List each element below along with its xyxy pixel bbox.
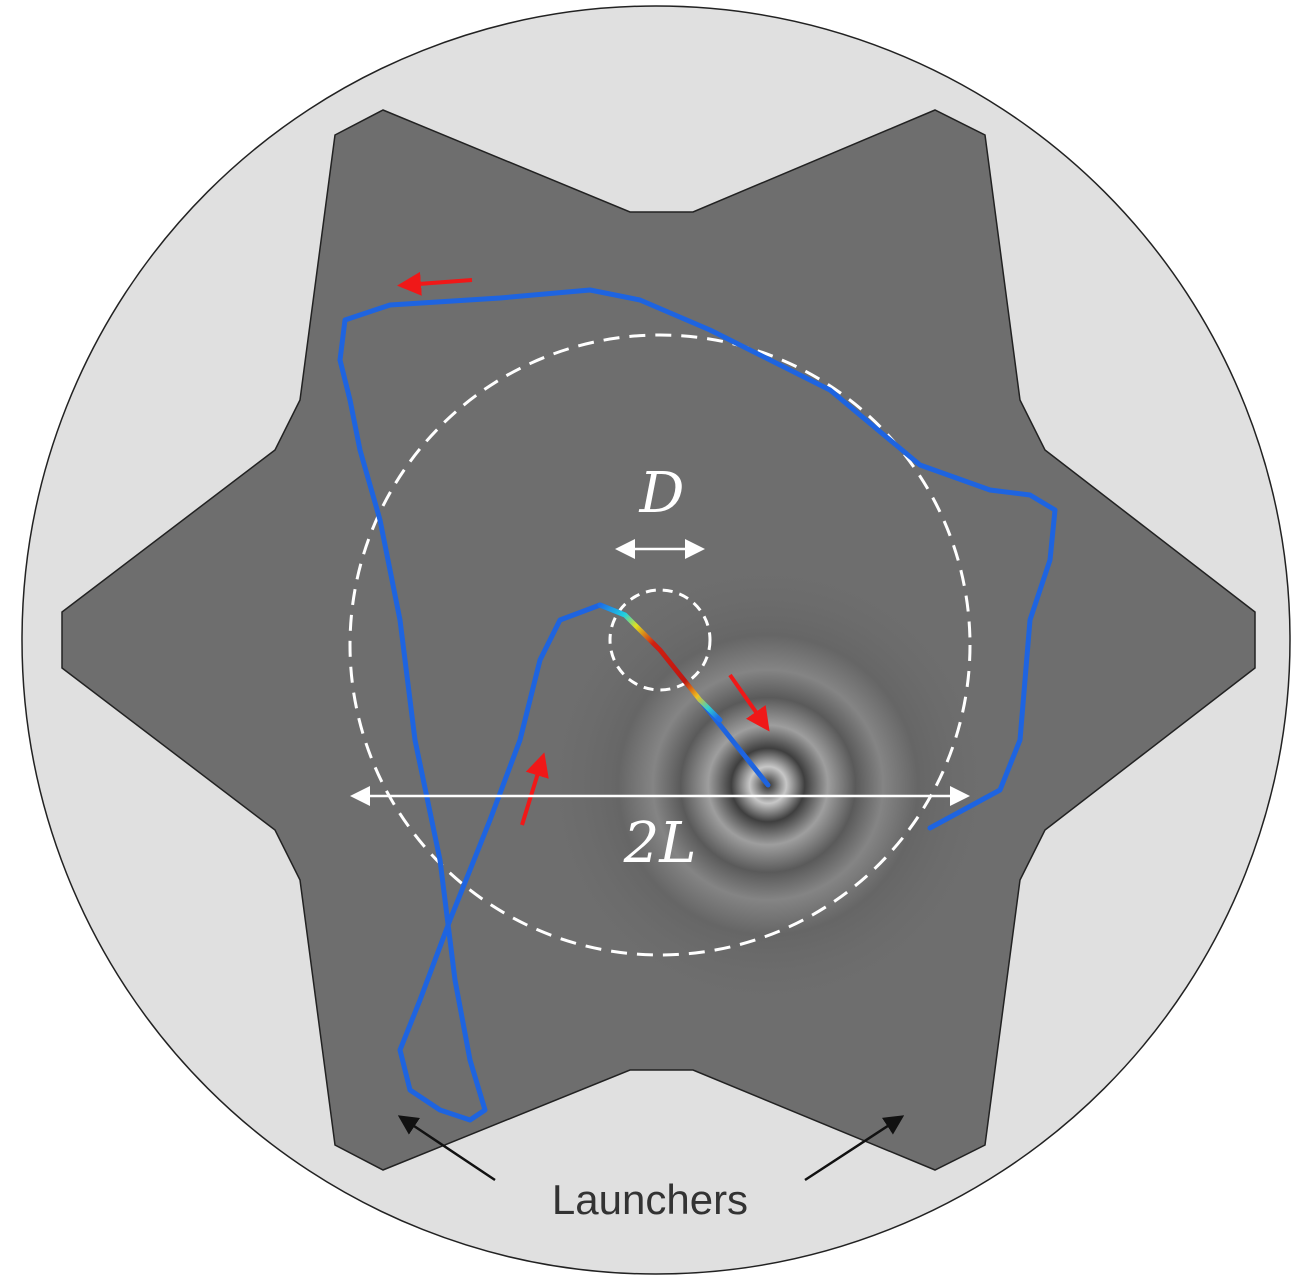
figure: D 2L Launchers: [0, 0, 1291, 1276]
label-launchers: Launchers: [552, 1176, 748, 1223]
label-2l: 2L: [623, 811, 697, 876]
label-d: D: [639, 461, 685, 526]
